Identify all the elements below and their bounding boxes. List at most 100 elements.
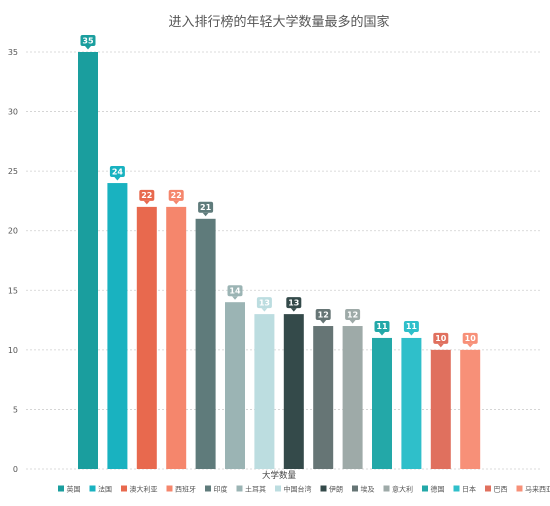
data-label-pointer (202, 212, 209, 217)
legend-swatch (58, 485, 64, 492)
data-label-pointer (379, 331, 385, 336)
data-label-box (139, 189, 155, 201)
bar-英国 (78, 52, 98, 469)
legend-label: 西班牙 (175, 484, 196, 493)
data-label-pointer (320, 320, 327, 324)
data-label-pointer (349, 320, 356, 324)
legend-item: 英国 (58, 484, 81, 493)
data-label-box (80, 35, 96, 46)
data-label: 24 (112, 167, 124, 176)
bar-法国 (107, 183, 128, 470)
data-label-pointer (467, 343, 474, 348)
bar-埃及 (313, 326, 334, 469)
data-label-badge: 13 (286, 297, 302, 312)
data-label-box (168, 189, 184, 201)
y-tick-label: 30 (8, 108, 18, 117)
data-label-badge: 22 (168, 189, 184, 205)
legend-label: 马来西亚 (525, 485, 550, 493)
legend-swatch (485, 485, 491, 492)
y-tick-label: 25 (8, 167, 18, 176)
data-label-badge: 35 (80, 35, 96, 50)
data-label-pointer (261, 308, 268, 312)
data-label-pointer (232, 296, 238, 300)
legend: 英国 法国 澳大利亚 西班牙 印度 土耳其 中国台湾 伊朗 埃及 意大利 德国 日本 巴西 马来西亚 (58, 484, 550, 493)
legend-item: 德国 (422, 484, 445, 493)
bar-德国 (372, 337, 392, 469)
y-tick-label: 0 (13, 465, 18, 474)
legend-item: 中国台湾 (275, 484, 312, 493)
legend-label: 意大利 (392, 484, 413, 493)
y-tick-label: 10 (8, 346, 18, 355)
data-label-box (403, 320, 419, 332)
data-label-pointer (290, 308, 297, 312)
legend-swatch (121, 485, 127, 492)
data-label: 21 (200, 203, 212, 212)
legend-item: 马来西亚 (516, 485, 550, 493)
data-label-badge: 24 (109, 166, 125, 181)
data-label-pointer (173, 200, 180, 205)
data-label: 12 (347, 310, 358, 319)
bar-澳大利亚 (136, 206, 157, 469)
legend-item: 意大利 (383, 484, 413, 493)
data-label: 14 (229, 287, 241, 296)
data-label: 13 (259, 298, 270, 307)
bar-土耳其 (225, 302, 245, 469)
legend-label: 法国 (98, 484, 112, 493)
data-label-box (374, 320, 390, 332)
data-label-badge: 11 (374, 320, 390, 336)
legend-swatch (516, 485, 523, 492)
legend-item: 澳大利亚 (121, 484, 158, 493)
legend-item: 巴西 (485, 485, 508, 493)
legend-label: 印度 (214, 484, 228, 493)
bar-印度 (195, 218, 216, 469)
legend-swatch (422, 485, 428, 492)
data-label-badge: 14 (227, 285, 243, 300)
legend-swatch (383, 485, 390, 492)
data-label: 10 (465, 334, 477, 343)
data-label-pointer (114, 177, 121, 181)
legend-item: 法国 (89, 484, 112, 493)
bar-意大利 (342, 326, 363, 469)
y-tick-label: 20 (8, 227, 18, 236)
legend-swatch (352, 485, 358, 492)
data-label-box (198, 201, 214, 213)
legend-swatch (275, 485, 281, 492)
x-axis-label: 大学数量 (262, 470, 297, 481)
data-label-pointer (85, 46, 91, 50)
bar-马来西亚 (460, 349, 481, 469)
y-tick-label: 35 (8, 48, 18, 57)
bar-西班牙 (166, 206, 187, 469)
data-label: 11 (406, 322, 418, 331)
data-labels: 35 24 22 22 21 14 13 13 12 12 11 11 10 10 (80, 35, 478, 348)
legend-label: 中国台湾 (284, 484, 312, 493)
legend-item: 日本 (453, 484, 476, 493)
data-label-box (345, 309, 361, 321)
legend-label: 德国 (431, 484, 445, 493)
data-label: 12 (318, 310, 329, 319)
legend-swatch (205, 485, 211, 492)
data-label: 35 (82, 36, 94, 45)
bar-伊朗 (283, 314, 304, 469)
bars (78, 52, 481, 470)
legend-label: 埃及 (361, 484, 375, 493)
chart-title: 进入排行榜的年轻大学数量最多的国家 (168, 14, 389, 30)
legend-swatch (89, 485, 96, 492)
legend-label: 英国 (67, 484, 81, 493)
legend-item: 印度 (205, 484, 228, 493)
data-label-box (315, 309, 331, 321)
bar-巴西 (430, 349, 451, 469)
legend-swatch (166, 485, 173, 492)
data-label-pointer (408, 331, 415, 336)
legend-swatch (453, 485, 460, 492)
data-label-pointer (143, 200, 150, 205)
data-label-box (256, 297, 272, 309)
data-label-pointer (437, 343, 444, 348)
data-label-box (227, 285, 243, 297)
data-label: 10 (435, 334, 447, 343)
data-label: 22 (171, 191, 182, 200)
data-label-box (433, 332, 449, 344)
legend-swatch (320, 485, 327, 492)
legend-item: 土耳其 (236, 484, 266, 493)
data-label: 11 (376, 322, 388, 331)
